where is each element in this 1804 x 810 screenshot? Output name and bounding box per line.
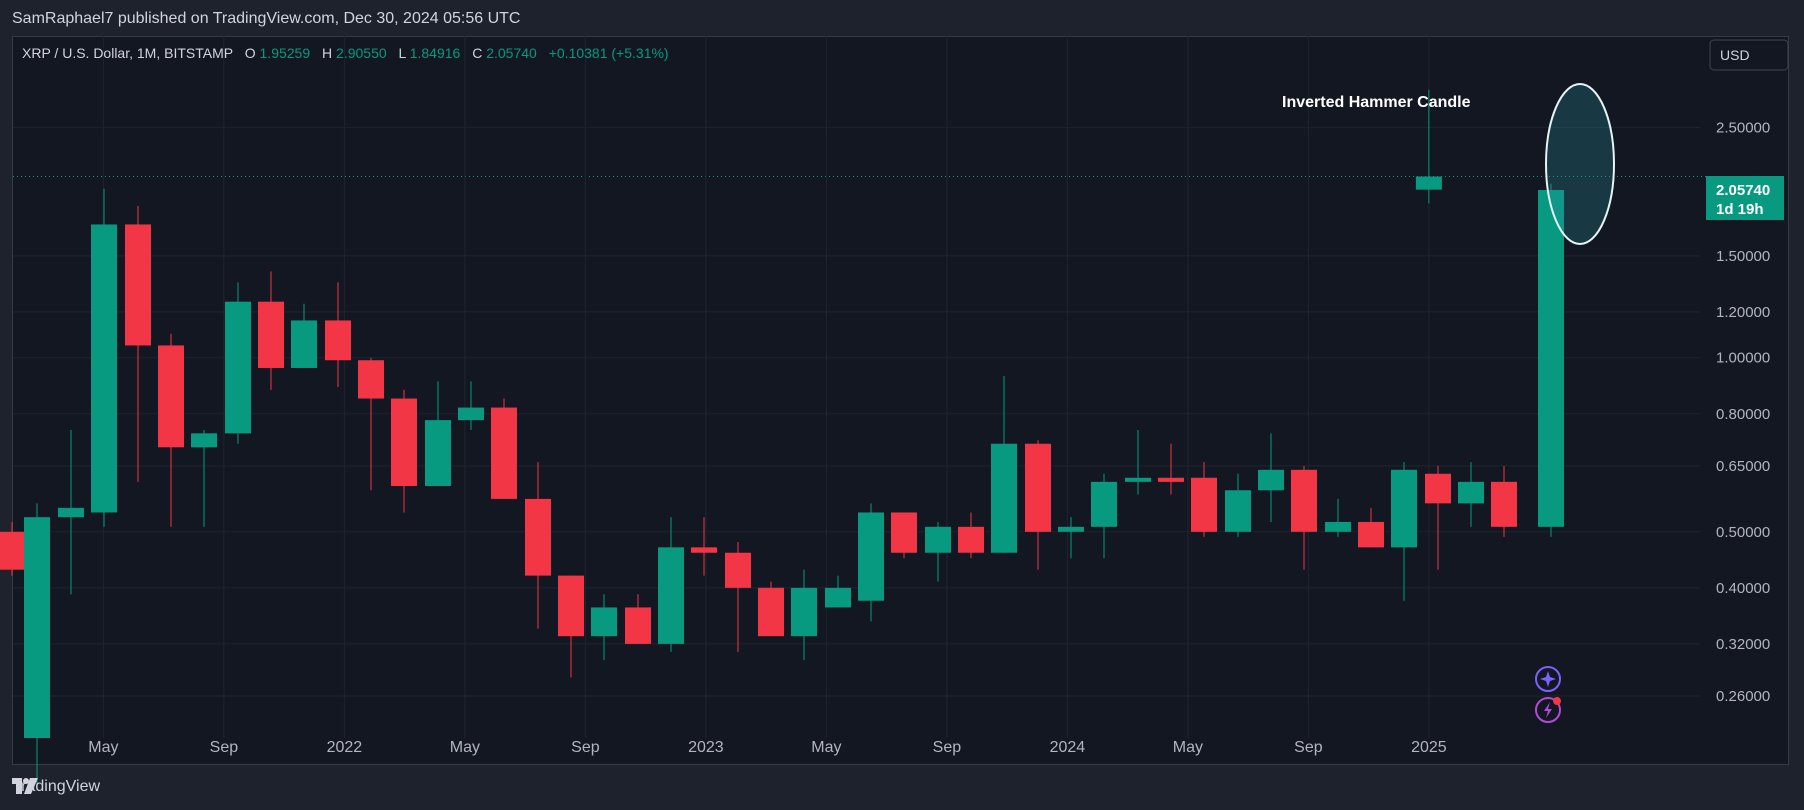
candle-body (24, 517, 50, 738)
candle-body (1425, 473, 1451, 504)
candle-body (1325, 521, 1351, 532)
candle-body (958, 526, 984, 553)
candle-body (1058, 526, 1084, 532)
candle-body (1158, 477, 1184, 482)
candle-body (1291, 469, 1317, 532)
candle-body (1415, 176, 1442, 190)
y-tick-label: 0.40000 (1716, 580, 1770, 597)
footer: TradingView (12, 778, 100, 796)
y-tick-label: 2.50000 (1716, 120, 1770, 137)
y-tick-label: 0.26000 (1716, 688, 1770, 705)
legend-o-value: 1.95259 (260, 45, 311, 61)
y-tick-label: 0.65000 (1716, 458, 1770, 475)
candle-body (725, 552, 751, 588)
candle-body (1491, 481, 1517, 527)
x-tick-label: 2025 (1411, 739, 1447, 756)
candle-body (425, 420, 451, 487)
candle-body (991, 443, 1017, 553)
candle-body (491, 407, 517, 499)
candle-body (525, 498, 551, 576)
candle-body (691, 547, 717, 553)
candle-body (458, 407, 484, 421)
candle-body (891, 512, 917, 553)
x-tick-label: May (1173, 739, 1203, 756)
legend-c-label: C (472, 45, 482, 61)
x-tick-label: May (811, 739, 841, 756)
candle-body (58, 507, 84, 518)
candle-body (1538, 189, 1564, 527)
legend-l-label: L (399, 45, 407, 61)
candle-body (825, 587, 851, 608)
x-tick-label: May (450, 739, 480, 756)
candle-body (391, 398, 417, 487)
candle-body (91, 224, 117, 513)
candle-body (558, 575, 584, 637)
candle-body (258, 301, 284, 368)
sparkle-icon[interactable] (1535, 666, 1561, 692)
candle-body (758, 587, 784, 637)
x-tick-label: 2023 (688, 739, 724, 756)
annotation-ellipse (1545, 83, 1615, 245)
y-tick-label: 1.50000 (1716, 248, 1770, 265)
legend-line: XRP / U.S. Dollar, 1M, BITSTAMP O 1.9525… (22, 45, 669, 61)
x-tick-label: May (88, 739, 118, 756)
candles (0, 89, 1564, 789)
candle-body (325, 320, 351, 361)
legend-l-value: 1.84916 (410, 45, 461, 61)
annotation-label: Inverted Hammer Candle (1282, 94, 1471, 111)
x-tick-label: Sep (1294, 739, 1323, 756)
candle-body (191, 433, 217, 448)
grid-lines: 2.50000 1.50000 1.20000 1.00000 0.80000 0.650… (13, 36, 1770, 756)
candle-body (1025, 443, 1051, 532)
candle-body (158, 345, 184, 448)
lightning-icon[interactable] (1535, 697, 1561, 723)
candle-body (125, 224, 151, 346)
x-tick-label: Sep (571, 739, 600, 756)
published-info: SamRaphael7 published on TradingView.com… (12, 10, 521, 27)
candle-body (1258, 469, 1284, 491)
legend-h-label: H (322, 45, 332, 61)
candle-body (0, 531, 25, 570)
currency-button[interactable]: USD (1709, 39, 1789, 71)
last-price-value: 2.05740 (1716, 182, 1770, 199)
tradingview-logo-icon (12, 778, 38, 794)
candle-body (1091, 481, 1117, 527)
y-tick-label: 1.00000 (1716, 350, 1770, 367)
x-tick-label: 2024 (1050, 739, 1086, 756)
candle-body (658, 547, 684, 644)
y-tick-label: 0.32000 (1716, 636, 1770, 653)
candle-body (1391, 469, 1417, 548)
candle-body (1358, 521, 1384, 548)
legend-symbol: XRP / U.S. Dollar, 1M, BITSTAMP (22, 45, 233, 61)
candle-body (1191, 477, 1217, 532)
candle-body (858, 512, 884, 601)
legend-c-value: 2.05740 (486, 45, 537, 61)
candle-body (1225, 490, 1251, 532)
candle-body (291, 320, 317, 368)
candle-body (358, 360, 384, 399)
last-price-label: 2.05740 1d 19h (1706, 176, 1784, 220)
y-tick-label: 0.80000 (1716, 406, 1770, 423)
x-tick-label: 2022 (327, 739, 363, 756)
x-tick-label: Sep (210, 739, 239, 756)
y-tick-label: 1.20000 (1716, 304, 1770, 321)
x-tick-label: Sep (933, 739, 962, 756)
currency-label: USD (1720, 47, 1750, 63)
last-price-countdown: 1d 19h (1716, 201, 1764, 218)
y-tick-label: 0.50000 (1716, 524, 1770, 541)
legend-h-value: 2.90550 (336, 45, 387, 61)
legend-change: +0.10381 (+5.31%) (549, 45, 669, 61)
legend-o-label: O (245, 45, 256, 61)
candle-body (225, 301, 251, 434)
candle-body (925, 526, 951, 553)
candle-body (625, 607, 651, 644)
candle-body (1458, 481, 1484, 504)
candle-body (591, 607, 617, 637)
candle-body (791, 587, 817, 637)
candle-body (1125, 477, 1151, 482)
